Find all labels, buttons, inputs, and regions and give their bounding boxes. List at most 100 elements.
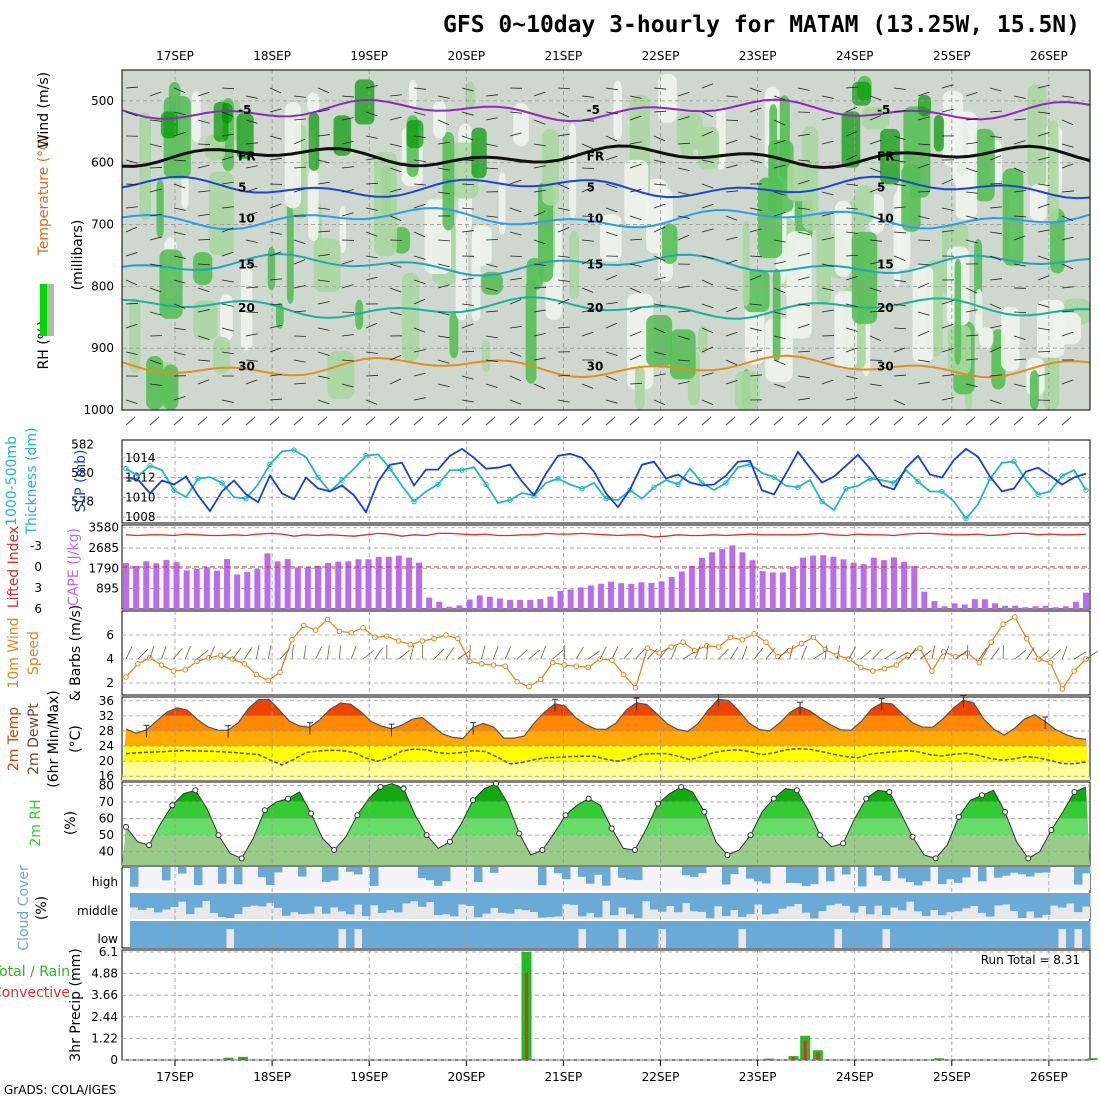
cloud-cell <box>1034 921 1043 948</box>
wind10m-barb <box>362 649 375 660</box>
surface-barb <box>365 416 376 426</box>
rh-patch <box>267 246 276 291</box>
wind-barb <box>293 138 306 145</box>
thickness-line-marker <box>291 447 297 453</box>
cape-bar <box>577 587 584 609</box>
wind-barb <box>221 303 234 307</box>
thickness-line-marker <box>219 480 225 486</box>
precip-tick: 4.88 <box>91 967 118 981</box>
wind-barb <box>389 188 402 193</box>
wind-speed-marker <box>336 628 343 635</box>
wind-barb <box>989 231 1002 235</box>
wind-barb <box>293 118 306 121</box>
cloud-cell <box>898 921 907 948</box>
cape-bar <box>1022 607 1029 609</box>
surface-barb <box>125 416 136 426</box>
rh-patch <box>979 326 994 349</box>
cloud-cell <box>978 893 987 913</box>
rh-patch <box>851 231 878 324</box>
wind10m-barb <box>1085 650 1098 660</box>
wind-barb <box>701 372 714 377</box>
wind-barb <box>653 327 666 334</box>
surface-barb <box>701 416 712 426</box>
chart-title: GFS 0~10day 3-hourly for MATAM (13.25W, … <box>443 12 1080 38</box>
cloud-cell <box>762 893 771 915</box>
wind-barb <box>557 399 570 403</box>
wind-barb <box>221 251 234 257</box>
cloud-cell <box>306 893 315 914</box>
cape-bar <box>224 559 231 609</box>
cloud-cell <box>618 867 627 878</box>
wind-barb <box>821 140 834 145</box>
wind-barb <box>989 135 1002 139</box>
wind-speed-marker <box>822 646 829 653</box>
wind-speed-marker <box>988 639 994 646</box>
wind-barb <box>557 227 570 233</box>
wind10m-frame <box>121 610 1091 696</box>
wind-barb <box>197 263 210 266</box>
wind-barb <box>701 203 714 209</box>
cloud-cell <box>234 867 243 885</box>
wind-barb <box>125 279 138 286</box>
wind10m-barb <box>884 650 897 660</box>
rh-marker <box>331 847 338 854</box>
cloud-cell <box>490 867 499 873</box>
cape-bar <box>213 570 220 609</box>
cloud-cell <box>162 893 171 910</box>
rh-marker <box>1025 855 1032 862</box>
cloud-cell <box>410 921 419 948</box>
cloud-cell <box>434 867 443 886</box>
rh-tick: 80 <box>99 778 114 792</box>
thickness-line-marker <box>147 463 153 469</box>
cloud-cell <box>418 867 427 879</box>
isotherm-label: 10 <box>238 211 255 225</box>
thickness-slp-frame <box>121 439 1091 524</box>
ylabel-speed: Speed <box>26 631 42 675</box>
wind-tick: 4 <box>106 652 114 666</box>
wind-barb <box>245 187 258 193</box>
wind-barb <box>149 119 162 122</box>
cloud-cell <box>594 893 603 918</box>
cloud-cell <box>754 867 763 882</box>
wind-barb <box>869 187 882 193</box>
cape-bar <box>628 583 635 609</box>
isotherm-label: 15 <box>877 258 894 272</box>
isotherm-label: 30 <box>238 360 255 374</box>
wind-barb <box>893 347 906 353</box>
cloud-cell <box>530 893 539 912</box>
cape-bar <box>749 560 756 609</box>
wind-speed-marker <box>1071 668 1077 674</box>
cape-bar <box>315 565 321 609</box>
wind10m-barb <box>611 646 619 660</box>
wind-barb <box>1061 215 1074 222</box>
wind-barb <box>893 109 906 113</box>
wind-barb <box>677 215 690 219</box>
wind10m-barb <box>848 646 857 660</box>
wind-barb <box>893 327 907 330</box>
isotherm-label: 15 <box>238 258 255 272</box>
isotherm-label: 20 <box>877 301 894 315</box>
cloud-cell <box>442 893 451 915</box>
precip-convective-bar <box>1091 1058 1095 1060</box>
cape-bar <box>244 571 251 609</box>
rh-patch <box>627 293 654 390</box>
precip-convective-bar <box>226 1058 230 1060</box>
wind-barb <box>797 303 810 306</box>
wind10m-barb <box>1026 647 1035 660</box>
surface-barb <box>317 416 328 426</box>
rh-patch <box>646 314 673 367</box>
cloud-level-middle: middle <box>77 904 118 918</box>
wind-barb <box>557 87 571 90</box>
wind-barb <box>989 399 1002 405</box>
wind-speed-marker <box>383 633 390 640</box>
wind-barb <box>749 303 762 306</box>
rh-marker <box>400 785 407 792</box>
wind-barb <box>581 383 594 389</box>
thickness-line-marker <box>867 475 873 482</box>
thickness-line-marker <box>675 481 681 488</box>
wind-barb <box>269 278 282 281</box>
cloud-cell <box>466 893 475 907</box>
wind-barb <box>485 143 498 147</box>
wind-barb <box>869 115 882 121</box>
wind-barb <box>221 111 234 117</box>
